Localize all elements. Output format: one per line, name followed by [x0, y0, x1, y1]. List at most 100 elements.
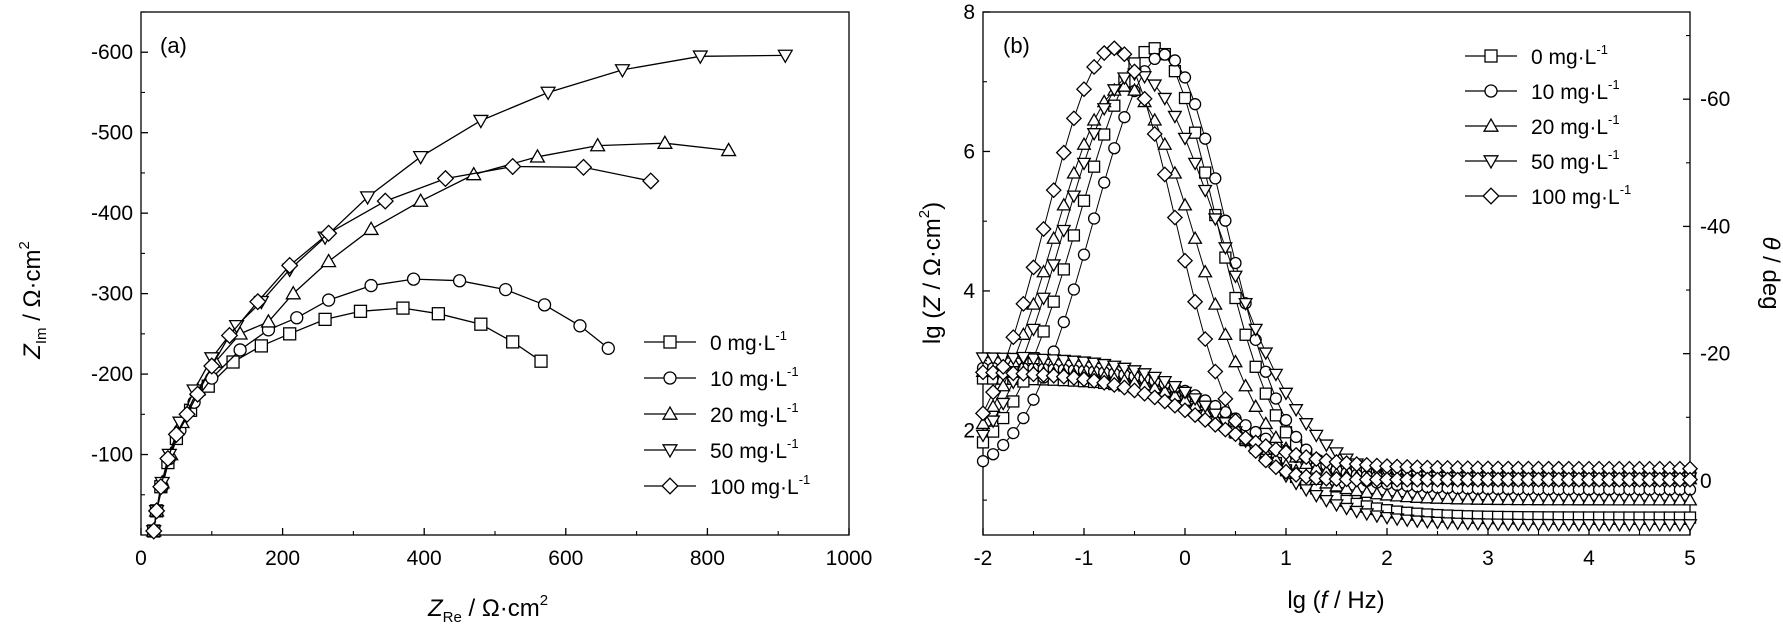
- phase-point: [1015, 295, 1032, 312]
- legend: 0 mg·L-1 10 mg·L-1 20 mg·L-1 50 mg·L-1 100 m…: [644, 328, 810, 499]
- phase-point: [1076, 136, 1092, 150]
- impedance-point: [975, 352, 991, 366]
- phase-point: [1248, 398, 1264, 412]
- y-tick-label: -100: [91, 444, 133, 467]
- phase-point: [1146, 125, 1163, 143]
- phase-point: [1086, 128, 1102, 142]
- phase-point: [1026, 323, 1041, 337]
- phase-point: [1257, 452, 1274, 469]
- series: [147, 301, 548, 538]
- impedance-point: [1096, 374, 1113, 391]
- phase-line: [982, 85, 1690, 480]
- data-point: [159, 449, 177, 468]
- phase-point: [1199, 132, 1212, 145]
- phase-point: [1188, 98, 1202, 111]
- impedance-point: [1349, 505, 1365, 519]
- impedance-point: [1075, 371, 1093, 388]
- y2-tick-label: -60: [1700, 88, 1730, 111]
- data-point: [601, 341, 615, 355]
- x-tick-label: 0: [1179, 547, 1191, 570]
- data-point: [359, 191, 376, 206]
- phase-point: [1056, 224, 1072, 238]
- series-line: [153, 278, 609, 532]
- impedance-point: [1591, 492, 1607, 506]
- x-tick-label: 3: [1482, 547, 1494, 570]
- phase-point: [1046, 259, 1062, 273]
- impedance-point: [1430, 490, 1445, 504]
- impedance-point: [1662, 519, 1678, 533]
- phase-point: [1077, 194, 1091, 207]
- impedance-point: [1005, 352, 1021, 366]
- data-point: [642, 172, 660, 190]
- phase-point: [1247, 442, 1264, 460]
- phase-point: [1127, 82, 1142, 96]
- impedance-point: [1490, 518, 1506, 532]
- data-point: [498, 282, 513, 297]
- phase-point: [1197, 184, 1213, 198]
- phase-point: [1036, 264, 1052, 278]
- impedance-point: [1652, 492, 1668, 506]
- legend-marker: [661, 444, 679, 459]
- data-point: [589, 137, 606, 152]
- data-point: [777, 49, 794, 64]
- legend-marker: [1482, 155, 1500, 170]
- phase-point: [1148, 42, 1161, 55]
- phase-point: [1258, 416, 1274, 430]
- x-tick-label: 800: [690, 547, 725, 570]
- phase-point: [1007, 395, 1020, 408]
- phase-point: [1209, 172, 1222, 185]
- impedance-point: [1500, 518, 1516, 532]
- x-axis-label: lg (f / Hz): [1287, 587, 1384, 614]
- impedance-point: [1015, 365, 1032, 382]
- y2-tick-label: -20: [1700, 343, 1730, 366]
- data-point: [285, 285, 302, 300]
- data-point: [574, 158, 593, 177]
- phase-point: [1015, 351, 1031, 365]
- data-point: [472, 114, 489, 129]
- impedance-point: [1065, 369, 1082, 386]
- y-tick-label: -200: [91, 363, 133, 386]
- phase-point: [1187, 293, 1204, 310]
- phase-point: [1259, 365, 1272, 378]
- y-axis-ticks: -100 -200 -300 -400 -500 -600: [91, 11, 148, 496]
- impedance-point: [1207, 408, 1223, 422]
- impedance-point: [1480, 491, 1496, 505]
- legend-label: 50 mg·L-1: [710, 436, 799, 463]
- impedance-point: [1672, 492, 1688, 506]
- x-tick-label: 400: [407, 547, 442, 570]
- impedance-point: [1379, 487, 1395, 501]
- phase-point: [1318, 439, 1334, 453]
- impedance-point: [1026, 353, 1041, 367]
- panel-label: (a): [160, 33, 187, 58]
- legend-marker: [1482, 187, 1500, 205]
- phase-point: [1267, 459, 1284, 476]
- y2-tick-label: 0: [1700, 470, 1712, 493]
- impedance-point: [1137, 368, 1153, 382]
- panel-label: (b): [1003, 33, 1030, 58]
- data-point: [145, 522, 163, 540]
- impedance-point: [1025, 366, 1042, 383]
- impedance-point: [1066, 355, 1082, 369]
- data-point: [656, 134, 673, 149]
- impedance-point: [1430, 516, 1445, 530]
- phase-point: [1005, 329, 1022, 346]
- impedance-point: [1662, 492, 1678, 506]
- y-tick-label: 8: [963, 1, 975, 24]
- impedance-point: [1551, 518, 1567, 533]
- impedance-point: [1541, 518, 1557, 532]
- phase-point: [1178, 91, 1192, 105]
- phase-point: [1036, 292, 1052, 306]
- impedance-point: [1642, 492, 1658, 506]
- phase-point: [1057, 315, 1070, 329]
- bode-panel: (b) -2 -1 0 1 2 3 4 5 2 4 6 8 0 -20 -40 -60 0 mg·L-1 1…: [916, 1, 1783, 614]
- data-point: [290, 311, 304, 325]
- legend-marker: [661, 405, 679, 420]
- impedance-point: [1601, 519, 1617, 533]
- phase-point: [1027, 393, 1040, 406]
- y-tick-label: -300: [91, 283, 133, 306]
- phase-point: [1217, 326, 1233, 340]
- series-group: [145, 49, 794, 540]
- data-point: [474, 317, 488, 331]
- phase-point: [1681, 471, 1699, 488]
- y-tick-label: -500: [91, 122, 133, 145]
